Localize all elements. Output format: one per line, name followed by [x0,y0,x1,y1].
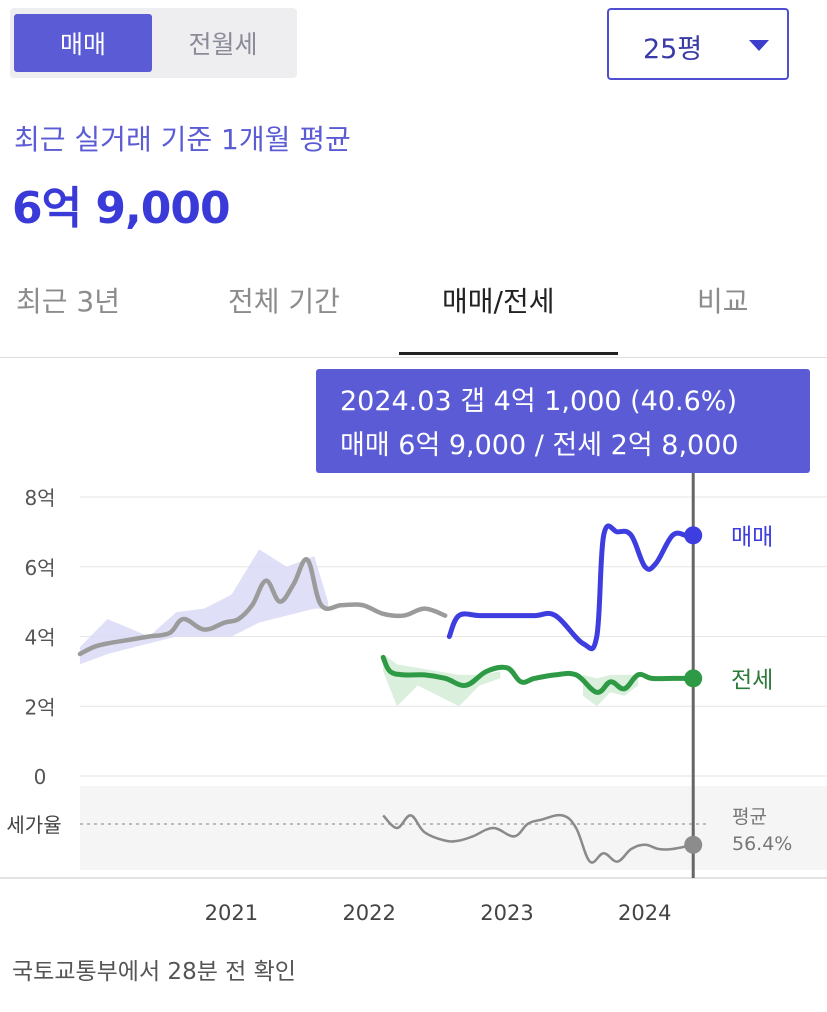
jeonse-range-band [582,674,639,707]
ratio-line [382,813,694,864]
average-price-value: 6억 9,000 [12,183,231,234]
past-sale-line [77,557,448,657]
y-tick-label: 0 [34,765,47,789]
sale-toggle-button[interactable]: 매매 [14,14,152,72]
x-tick-label: 2024 [618,901,671,925]
sale-endpoint-marker [684,526,703,545]
ratio-axis-label: 세가율 [6,813,61,837]
sale-series-label: 매매 [731,524,773,550]
ratio-endpoint-marker [684,835,703,854]
average-price-label: 최근 실거래 기준 1개월 평균 [14,123,351,156]
jeonse-line [380,654,696,695]
tab-recent-3-years[interactable]: 최근 3년 [16,285,120,318]
trade-type-toggle: 매매 전월세 [10,8,297,78]
tab-sale-jeonse[interactable]: 매매/전세 [442,285,555,318]
y-tick-label: 2억 [24,695,55,719]
jeonse-endpoint-marker [684,669,703,688]
tooltip-price-line: 매매 6억 9,000 / 전세 2억 8,000 [340,430,739,461]
ratio-panel-background [80,786,827,870]
size-select-value: 25평 [643,34,703,65]
tab-all-period[interactable]: 전체 기간 [228,285,340,318]
tab-compare[interactable]: 비교 [697,285,749,318]
y-tick-label: 6억 [24,556,55,580]
jeonse-series-label: 전세 [731,667,773,693]
x-tick-label: 2023 [480,901,533,925]
ratio-average-value: 56.4% [732,833,792,855]
sale-line [446,523,696,652]
size-select[interactable]: 25평 [607,8,789,80]
chart-tooltip: 2024.03 갭 4억 1,000 (40.6%) 매매 6억 9,000 /… [316,369,810,473]
ratio-average-label: 평균 [732,806,767,828]
x-tick-label: 2021 [205,901,258,925]
active-tab-indicator [399,352,618,355]
jeonse-range-band [383,653,501,707]
data-source-note: 국토교통부에서 28분 전 확인 [12,959,296,985]
x-tick-label: 2022 [342,901,395,925]
y-tick-label: 4억 [24,626,55,650]
jeonse-toggle-button[interactable]: 전월세 [154,14,292,72]
tooltip-gap-line: 2024.03 갭 4억 1,000 (40.6%) [340,386,737,417]
y-tick-label: 8억 [24,486,55,510]
chevron-down-icon [749,40,769,51]
chart-tabs: 최근 3년 전체 기간 매매/전세 비교 [0,258,827,358]
